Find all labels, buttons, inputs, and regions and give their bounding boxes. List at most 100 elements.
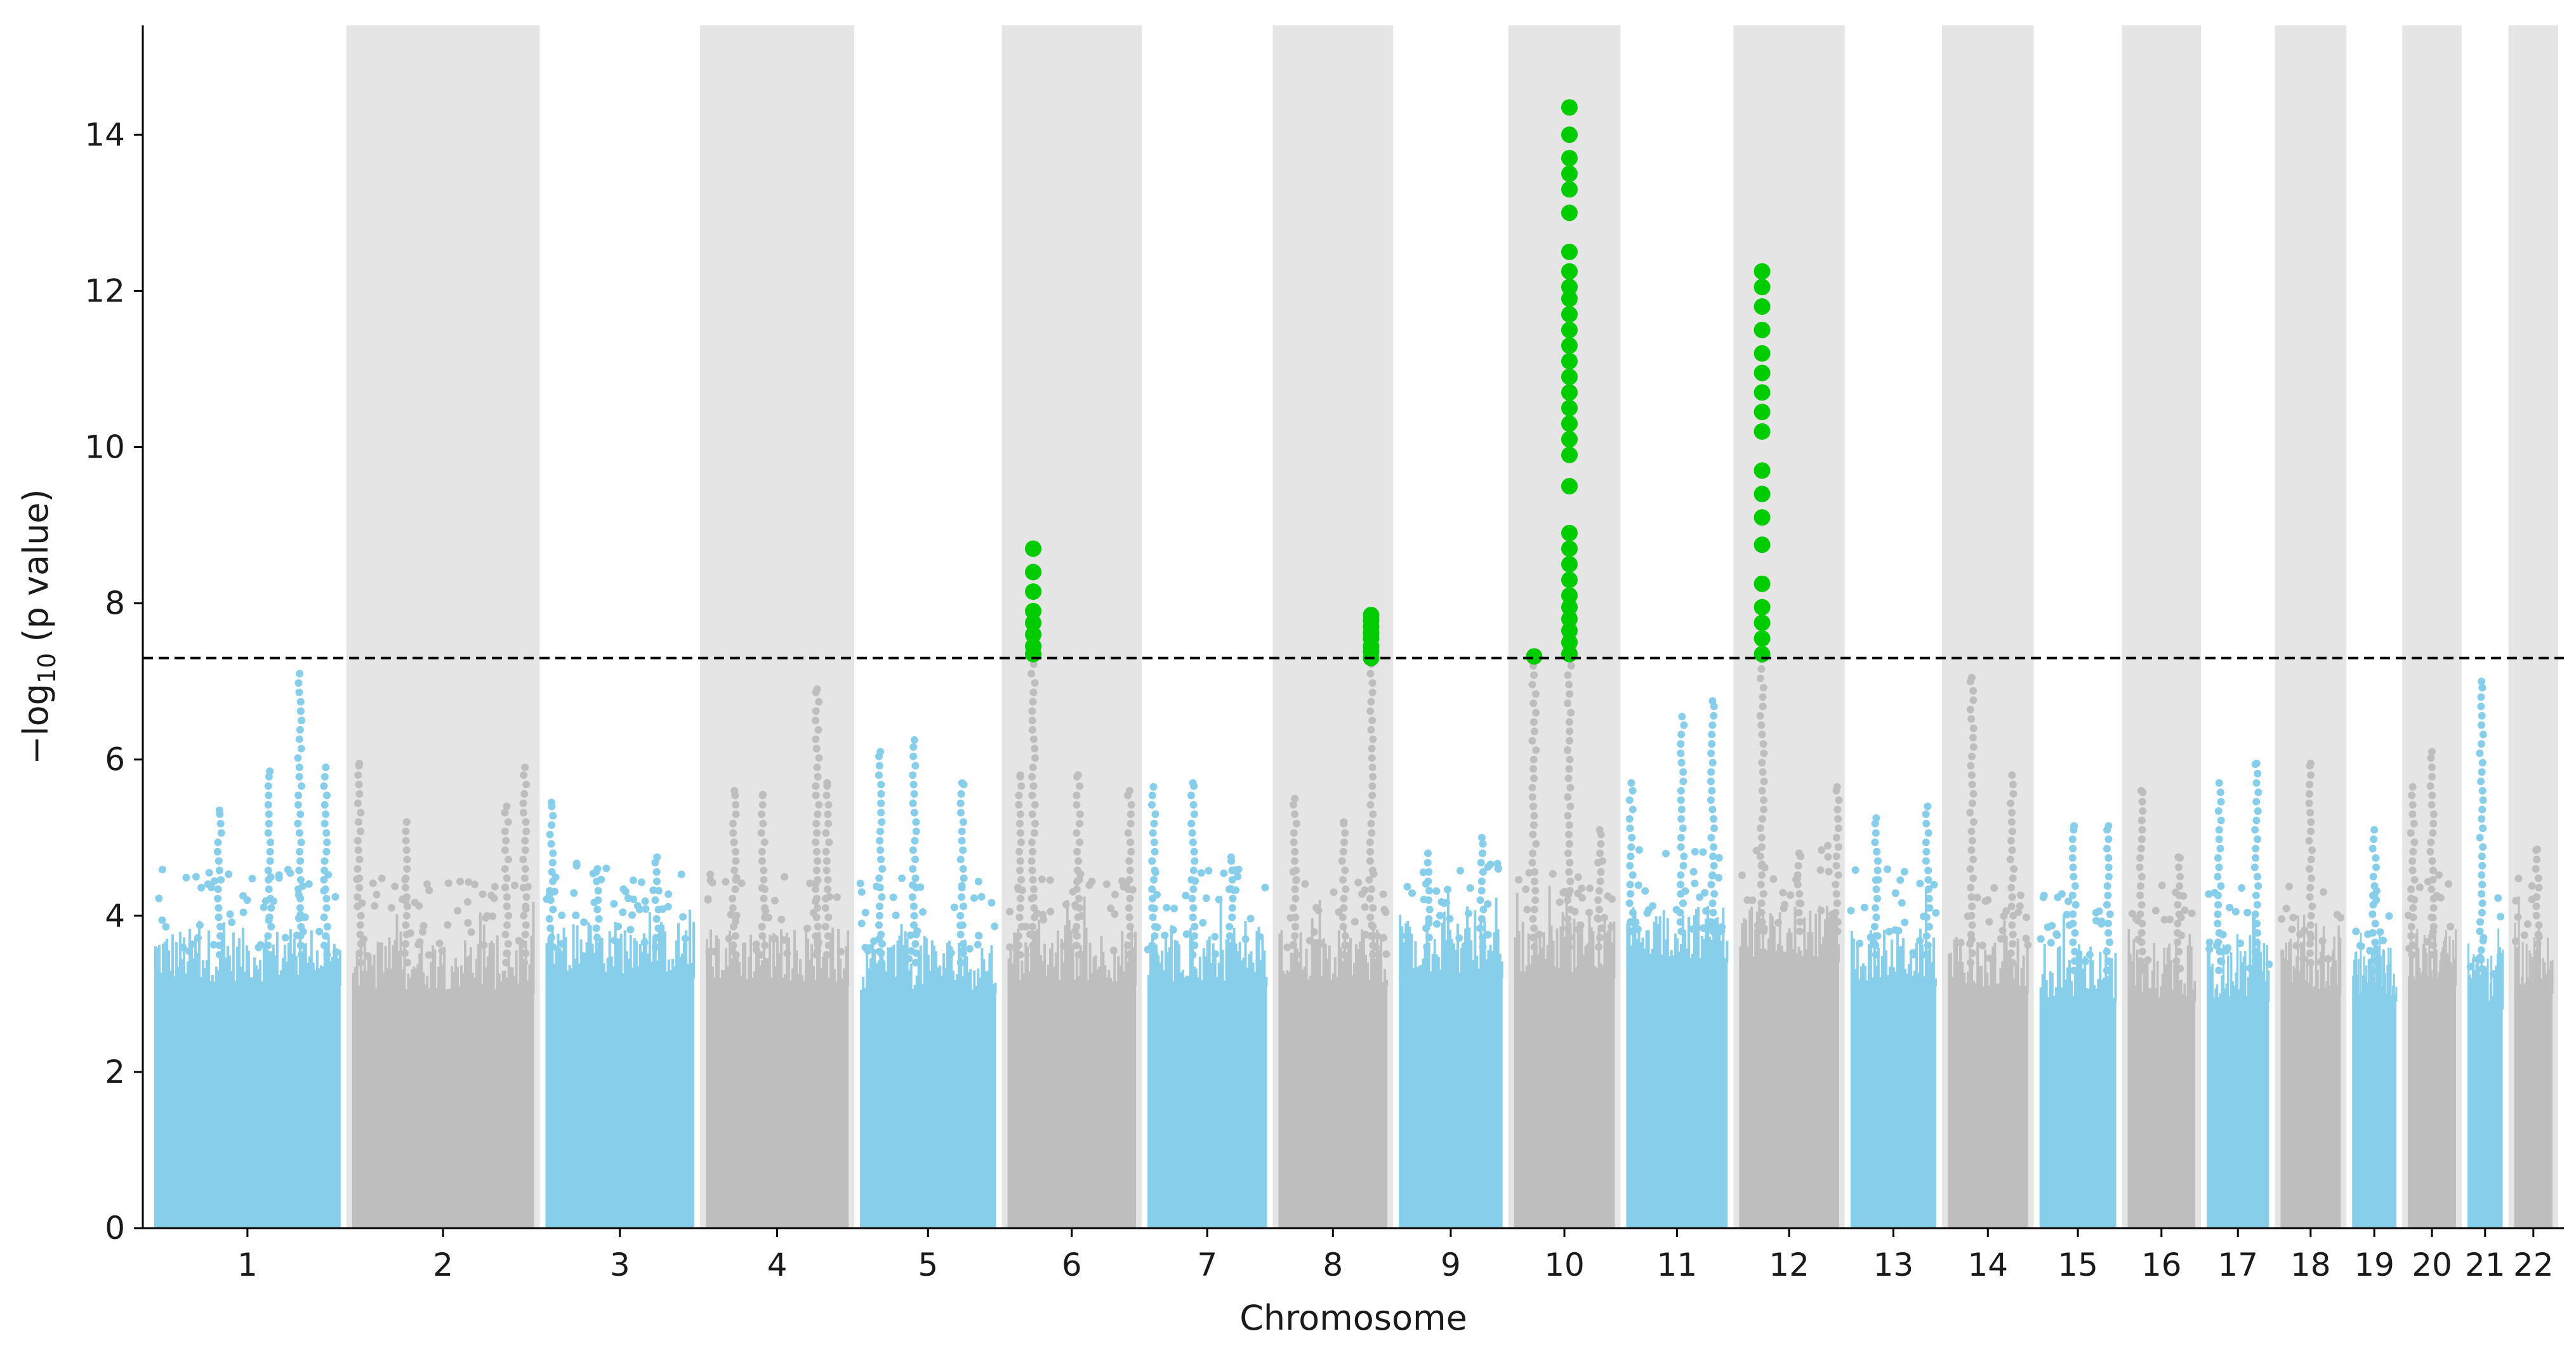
peak-point [267,923,275,931]
snp-point [225,870,233,878]
snp-point [1040,916,1048,924]
point-strip [2070,981,2073,1002]
snp-point [2097,920,2106,928]
point-strip [967,972,970,994]
x-tick-label-chr-22: 22 [2513,1247,2554,1283]
snp-point [2081,957,2089,965]
point-strip [646,953,649,979]
peak-point [821,923,829,931]
point-strip [213,981,216,986]
point-strip [165,939,168,986]
point-strip [1974,983,1978,994]
snp-point [1691,879,1699,887]
peak-point [1597,868,1605,876]
point-strip [600,937,604,979]
peak-point [1594,915,1602,923]
peak-point [2253,901,2261,909]
snp-point [1860,903,1868,911]
point-strip [1720,941,1723,963]
point-strip [888,947,892,994]
peak-point [2371,938,2379,946]
point-strip [241,927,244,986]
peak-point [267,838,275,847]
point-strip [761,960,764,986]
peak-point [1029,932,1038,940]
peak-point [322,932,330,940]
snp-point [1403,883,1411,891]
peak-point [652,934,660,942]
point-strip [1880,956,1884,986]
peak-point [729,941,737,950]
peak-point [875,762,883,770]
peak-point [267,904,275,912]
point-strip [1234,943,1238,986]
peak-point [729,894,737,903]
peak-point [1834,871,1842,879]
peak-point [1627,852,1635,861]
point-strip [1662,910,1665,963]
point-strip [1556,928,1559,979]
significant-point-chr-10 [1561,126,1578,143]
peak-point [1676,908,1684,917]
peak-point [295,735,303,743]
point-strip [1248,954,1251,986]
point-strip [960,956,963,994]
peak-point [2477,974,2485,983]
peak-point [356,958,364,967]
point-strip [2412,976,2415,986]
point-strip [1102,951,1105,986]
peak-point [1793,880,1802,889]
point-strip [492,943,495,994]
peak-top-point [547,798,555,807]
point-strip [463,940,466,994]
peak-point [2006,856,2014,864]
peak-point [2103,844,2111,852]
point-strip [1185,976,1188,986]
peak-point [520,911,528,920]
snp-point [1466,884,1474,892]
point-strip [767,958,770,986]
snp-point [1310,928,1318,936]
point-strip [1899,946,1903,986]
snp-point [1464,910,1472,918]
point-strip [969,969,972,994]
peak-point [400,949,409,957]
peak-point [1873,866,1882,875]
snp-point [1046,876,1054,884]
peak-point [812,838,820,847]
peak-point [1014,932,1022,940]
peak-point [757,829,765,837]
point-strip [2161,974,2164,1002]
peak-point [1369,923,1377,931]
point-strip [1257,927,1260,986]
point-strip [2139,962,2142,1002]
snp-point [510,881,519,889]
peak-point [1677,805,1686,814]
peak-point [731,932,739,940]
point-strip [673,966,676,979]
point-strip [2438,972,2440,986]
snp-point [1446,915,1454,923]
snp-point [1169,926,1177,934]
peak-point [1191,857,1199,865]
dense-block-chr-5 [860,989,996,1228]
peak-point [1029,660,1038,668]
point-strip [2211,963,2214,1002]
peak-point [1529,915,1537,923]
peak-point [214,885,222,893]
chromosome-points-22 [2511,845,2554,1228]
point-strip [2074,970,2077,1002]
point-strip [452,972,456,994]
point-strip [1774,950,1778,963]
point-strip [765,958,768,986]
snp-point [162,923,170,931]
significant-point-chr-10 [1561,399,1578,416]
snp-point [781,873,789,881]
peak-point [2215,966,2223,974]
snp-point [1607,923,1615,931]
point-strip [1198,956,1201,986]
peak-point [814,876,822,884]
point-strip [2236,934,2239,1002]
peak-point [2370,891,2379,899]
peak-point [822,829,830,837]
